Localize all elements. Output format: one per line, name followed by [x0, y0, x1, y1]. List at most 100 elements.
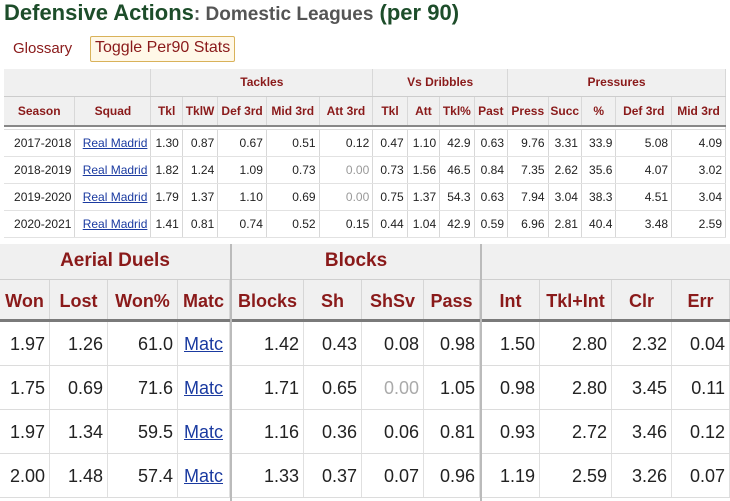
match-link[interactable]: Matc	[178, 454, 230, 497]
column-header[interactable]: Pass	[424, 280, 480, 319]
stat-cell: 54.3	[439, 183, 475, 211]
season-cell: 2017-2018	[4, 129, 76, 157]
stat-cell: 1.10	[407, 129, 441, 157]
table-row: 2.00 1.48 57.4 Matc	[0, 454, 230, 498]
column-header[interactable]: Blocks	[232, 280, 304, 319]
stat-cell: 0.63	[474, 129, 509, 157]
stat-cell: 1.10	[217, 183, 267, 211]
stat-cell: 1.37	[182, 183, 219, 211]
stat-cell: 0.93	[482, 410, 540, 453]
table-row: 1.71 0.65 0.00 1.05	[232, 366, 480, 410]
stat-cell: 2.32	[612, 322, 672, 365]
stat-cell: 3.02	[671, 156, 726, 184]
stat-cell: 1.09	[217, 156, 267, 184]
season-cell: 2020-2021	[4, 210, 76, 238]
stat-cell: 33.9	[581, 129, 617, 157]
stat-cell: 0.00	[362, 366, 424, 409]
column-header[interactable]: Succ	[548, 96, 582, 127]
stat-cell: 2.80	[540, 322, 612, 365]
stat-cell: 1.04	[407, 210, 441, 238]
int-clr-header-row: Int Tkl+Int Clr Err	[482, 280, 730, 322]
table-row: 1.42 0.43 0.08 0.98	[232, 322, 480, 366]
stat-cell: 2.59	[540, 454, 612, 497]
group-blocks: Blocks	[232, 244, 480, 280]
stat-cell: 0.06	[362, 410, 424, 453]
stat-cell: 0.44	[372, 210, 408, 238]
column-header[interactable]: Att 3rd	[319, 96, 374, 127]
stat-cell: 1.19	[482, 454, 540, 497]
column-header[interactable]: Mid 3rd	[671, 96, 726, 127]
stat-cell: 42.9	[439, 210, 475, 238]
stat-cell: 4.51	[615, 183, 673, 211]
stat-cell: 4.09	[671, 129, 726, 157]
aerial-header-row: Won Lost Won% Matc	[0, 280, 230, 322]
column-header[interactable]: Season	[4, 96, 76, 127]
panel-divider	[480, 244, 482, 501]
stat-cell: 2.72	[540, 410, 612, 453]
stat-cell: 3.26	[612, 454, 672, 497]
stat-cell: 1.16	[232, 410, 304, 453]
table-row: 1.75 0.69 71.6 Matc	[0, 366, 230, 410]
stat-cell: 2.59	[671, 210, 726, 238]
stat-cell: 1.79	[150, 183, 183, 211]
column-header[interactable]: Won%	[108, 280, 178, 319]
group-vs-dribbles: Vs Dribbles	[372, 69, 509, 97]
group-empty	[482, 244, 730, 280]
stat-cell: 1.41	[150, 210, 183, 238]
match-link[interactable]: Matc	[178, 366, 230, 409]
squad-link[interactable]: Real Madrid	[82, 162, 148, 177]
panel-divider	[230, 244, 232, 501]
column-header[interactable]: %	[581, 96, 617, 127]
stat-cell: 0.43	[304, 322, 362, 365]
stat-cell: 1.26	[50, 322, 108, 365]
column-header[interactable]: Def 3rd	[615, 96, 673, 127]
blocks-header-row: Blocks Sh ShSv Pass	[232, 280, 480, 322]
column-header[interactable]: Clr	[612, 280, 672, 319]
stat-cell: 0.87	[182, 129, 219, 157]
int-clr-panel: Int Tkl+Int Clr Err 1.50 2.80 2.32 0.04 0.98 2.8…	[482, 244, 730, 498]
stat-cell: 3.45	[612, 366, 672, 409]
column-header[interactable]: Tkl	[150, 96, 183, 127]
glossary-link[interactable]: Glossary	[13, 40, 73, 57]
column-header[interactable]: Int	[482, 280, 540, 319]
stat-cell: 2.00	[0, 454, 50, 497]
squad-cell[interactable]: Real Madrid	[74, 129, 152, 157]
squad-link[interactable]: Real Madrid	[82, 135, 148, 150]
column-header[interactable]: Matc	[178, 280, 230, 319]
column-header[interactable]: Err	[672, 280, 730, 319]
stat-cell: 0.52	[266, 210, 320, 238]
column-header[interactable]: ShSv	[362, 280, 424, 319]
column-header[interactable]: Past	[474, 96, 509, 127]
column-header[interactable]: Won	[0, 280, 50, 319]
column-header[interactable]: Mid 3rd	[266, 96, 320, 127]
squad-link[interactable]: Real Madrid	[82, 189, 148, 204]
column-header[interactable]: Tkl	[372, 96, 408, 127]
column-header[interactable]: Lost	[50, 280, 108, 319]
stat-cell: 0.69	[266, 183, 320, 211]
column-header[interactable]: Def 3rd	[217, 96, 267, 127]
stat-cell: 1.50	[482, 322, 540, 365]
stat-cell: 5.08	[615, 129, 673, 157]
stat-cell: 3.46	[612, 410, 672, 453]
column-header[interactable]: Tkl%	[439, 96, 475, 127]
toggle-per90-button[interactable]: Toggle Per90 Stats	[90, 36, 236, 62]
squad-cell[interactable]: Real Madrid	[74, 210, 152, 238]
stat-cell: 4.07	[615, 156, 673, 184]
stat-cell: 0.11	[672, 366, 730, 409]
stat-cell: 71.6	[108, 366, 178, 409]
stat-cell: 0.84	[474, 156, 509, 184]
stat-cell: 0.07	[672, 454, 730, 497]
squad-cell[interactable]: Real Madrid	[74, 156, 152, 184]
squad-link[interactable]: Real Madrid	[82, 216, 148, 231]
match-link[interactable]: Matc	[178, 410, 230, 453]
column-header[interactable]: Press	[507, 96, 549, 127]
column-header[interactable]: TklW	[182, 96, 219, 127]
column-header[interactable]: Tkl+Int	[540, 280, 612, 319]
group-header-row: Tackles Vs Dribbles Pressures	[4, 69, 726, 97]
column-header[interactable]: Att	[407, 96, 441, 127]
column-header[interactable]: Squad	[74, 96, 152, 127]
squad-cell[interactable]: Real Madrid	[74, 183, 152, 211]
title-per90: (per 90)	[379, 0, 460, 25]
column-header[interactable]: Sh	[304, 280, 362, 319]
match-link[interactable]: Matc	[178, 322, 230, 365]
